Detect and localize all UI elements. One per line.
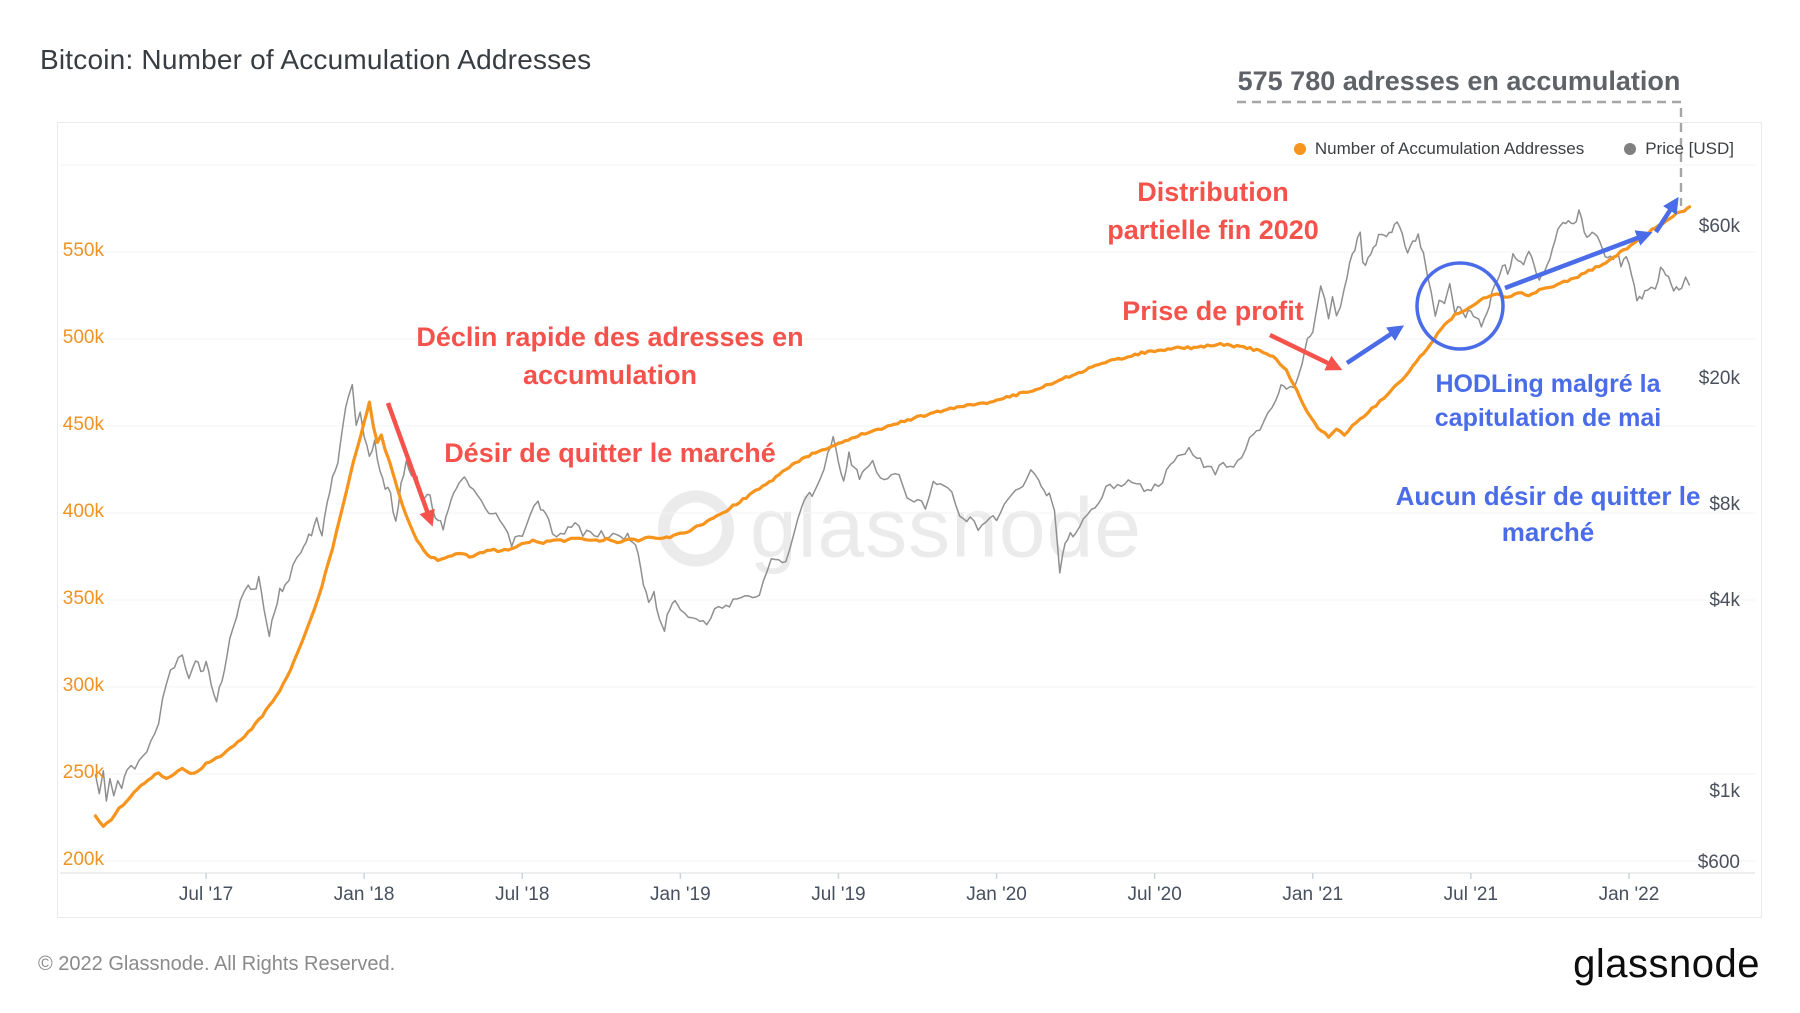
y-left-tick-label: 500k bbox=[62, 327, 104, 348]
annotation-no-desire-exit: Aucun désir de quitter le marché bbox=[1395, 481, 1701, 547]
annotation-rapid-decline: Déclin rapide des adresses en accumulati… bbox=[416, 322, 804, 390]
y-right-tick-label: $20k bbox=[1698, 367, 1740, 389]
footer-copyright: © 2022 Glassnode. All Rights Reserved. bbox=[38, 953, 396, 975]
x-tick-label: Jul '17 bbox=[178, 884, 234, 905]
accumulation-count-callout: 575 780 adresses en accumulation bbox=[1237, 66, 1681, 96]
x-tick-label: Jul '19 bbox=[811, 884, 866, 905]
y-right-tick-label: $600 bbox=[1697, 852, 1740, 873]
x-tick-label: Jan '20 bbox=[966, 884, 1027, 905]
annotation-desire-exit: Désir de quitter le marché bbox=[444, 438, 776, 468]
y-left-tick-label: 450k bbox=[62, 414, 104, 435]
annotation-distribution: Distribution partielle fin 2020 bbox=[1107, 177, 1319, 245]
gray-dot-icon bbox=[1624, 143, 1637, 155]
y-left-tick-label: 250k bbox=[62, 762, 104, 783]
glassnode-logo[interactable]: glassnode bbox=[1573, 942, 1760, 986]
y-right-tick-label: $1k bbox=[1709, 781, 1740, 803]
legend-item-price-usd[interactable]: Price [USD] bbox=[1624, 139, 1734, 159]
page-title: Bitcoin: Number of Accumulation Addresse… bbox=[40, 44, 592, 75]
y-right-tick-label: $4k bbox=[1709, 590, 1740, 611]
y-left-tick-label: 350k bbox=[62, 588, 104, 609]
annotation-profit-taking: Prise de profit bbox=[1122, 296, 1304, 326]
legend-label: Price [USD] bbox=[1645, 139, 1734, 158]
annotation-hodling: HODLing malgré la capitulation de mai bbox=[1434, 370, 1662, 432]
y-left-tick-label: 300k bbox=[62, 675, 104, 696]
glassnode-ring-icon bbox=[658, 490, 735, 566]
x-tick-label: Jan '22 bbox=[1598, 884, 1660, 905]
x-tick-label: Jan '18 bbox=[333, 884, 395, 905]
watermark-label: glassnode bbox=[750, 480, 1142, 575]
y-left-tick-label: 200k bbox=[62, 849, 104, 870]
x-tick-label: Jul '20 bbox=[1127, 884, 1182, 905]
x-tick-label: Jan '21 bbox=[1282, 884, 1344, 905]
legend-item-accumulation-addresses[interactable]: Number of Accumulation Addresses bbox=[1293, 139, 1585, 159]
y-right-tick-label: $60k bbox=[1698, 216, 1740, 237]
legend-label: Number of Accumulation Addresses bbox=[1314, 139, 1585, 158]
x-tick-label: Jul '21 bbox=[1443, 884, 1498, 905]
y-left-tick-label: 400k bbox=[62, 501, 104, 522]
glassnode-watermark: glassnode bbox=[658, 480, 1142, 577]
y-left-tick-label: 550k bbox=[62, 240, 104, 261]
chart-legend: Number of Accumulation Addresses Price [… bbox=[1293, 139, 1734, 159]
x-tick-label: Jul '18 bbox=[495, 884, 550, 905]
orange-dot-icon bbox=[1293, 143, 1306, 155]
x-tick-label: Jan '19 bbox=[650, 884, 711, 905]
y-right-tick-label: $8k bbox=[1709, 494, 1740, 516]
